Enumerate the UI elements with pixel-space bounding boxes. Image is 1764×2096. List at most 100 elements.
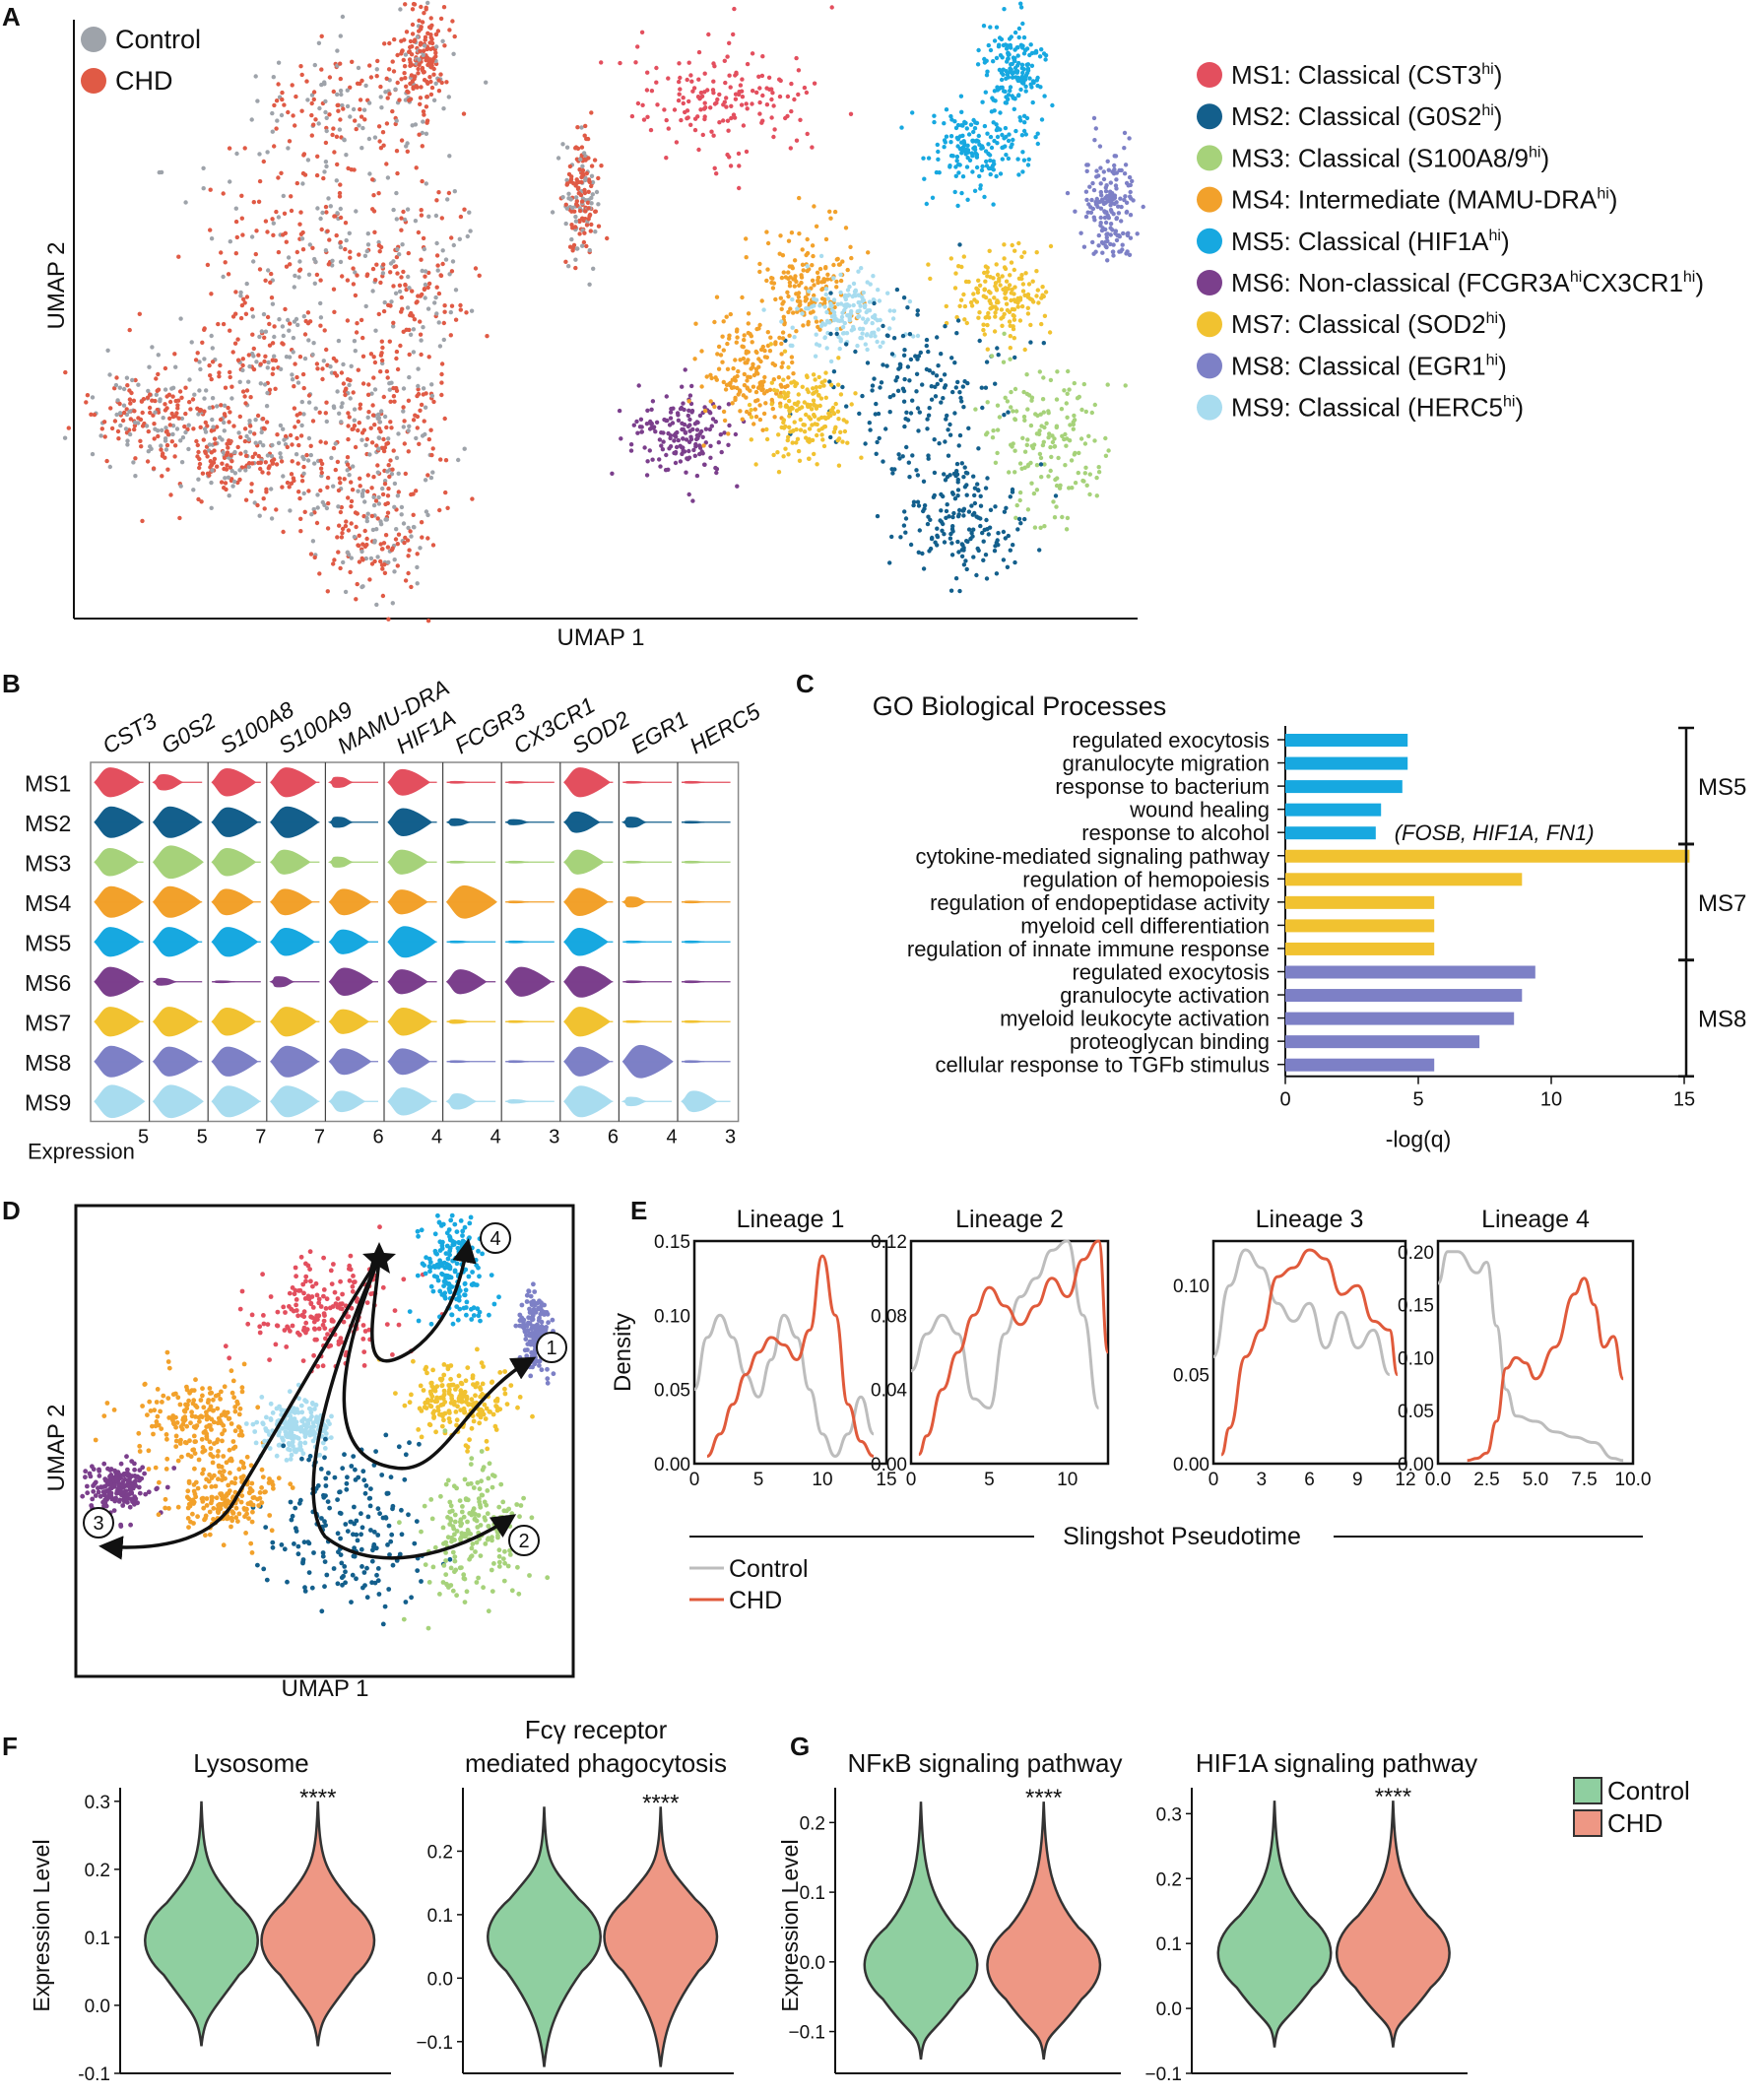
legend-swatch-ms8: [1197, 353, 1222, 379]
umap-point: [568, 197, 573, 202]
umap-cluster-point: [831, 297, 837, 302]
umap-point: [400, 49, 405, 54]
umap-point: [423, 405, 428, 410]
umap-cluster-point: [1048, 468, 1053, 474]
umap-cluster-point: [932, 437, 937, 442]
umap-point: [409, 584, 414, 590]
umap-cluster-point: [640, 102, 645, 108]
umap-cluster-point: [649, 89, 655, 94]
umap-cluster-point: [834, 327, 839, 332]
trajectory-point: [522, 1347, 528, 1353]
umap-point: [311, 97, 316, 102]
umap-cluster-point: [692, 127, 698, 133]
umap-point: [399, 138, 405, 143]
umap-cluster-point: [749, 408, 753, 413]
umap-point: [274, 209, 279, 215]
umap-point: [109, 426, 115, 431]
umap-cluster-point: [1022, 449, 1028, 454]
umap-point: [401, 425, 406, 429]
umap-point: [416, 71, 421, 76]
umap-point: [364, 248, 369, 254]
umap-point: [219, 250, 224, 255]
umap-cluster-point: [1060, 433, 1065, 438]
umap-cluster-point: [720, 334, 725, 339]
umap-cluster-point: [655, 102, 660, 107]
umap-point: [458, 307, 463, 312]
umap-cluster-point: [796, 392, 801, 397]
umap-cluster-point: [916, 503, 922, 508]
umap-point: [365, 242, 371, 247]
umap-point: [391, 394, 397, 399]
umap-cluster-point: [1037, 451, 1043, 457]
umap-cluster-point: [999, 316, 1004, 321]
umap-point: [295, 380, 301, 385]
umap-point: [375, 470, 380, 475]
umap-point: [128, 417, 133, 422]
umap-point: [253, 418, 258, 423]
legend-text-part: MS4: Intermediate (MAMU-DRA: [1231, 185, 1598, 215]
umap-point: [360, 542, 365, 547]
umap-point: [465, 233, 470, 239]
umap-cluster-point: [725, 341, 730, 347]
umap-point: [344, 519, 349, 524]
umap-cluster-point: [1020, 70, 1025, 76]
umap-cluster-point: [760, 93, 765, 98]
umap-cluster-point: [1005, 399, 1011, 404]
umap-cluster-point: [1020, 289, 1026, 294]
umap-cluster-point: [1066, 368, 1071, 374]
umap-point: [302, 332, 308, 337]
umap-cluster-point: [956, 170, 961, 175]
umap-point: [312, 461, 317, 466]
umap-point: [416, 383, 421, 389]
umap-point: [414, 489, 419, 493]
umap-point: [264, 490, 269, 494]
umap-point: [318, 323, 323, 328]
trajectory-point: [525, 1328, 531, 1334]
umap-cluster-point: [962, 143, 967, 148]
umap-point: [387, 474, 392, 480]
umap-cluster-point: [686, 60, 691, 65]
trajectory-point: [350, 1283, 356, 1289]
trajectory-point: [445, 1256, 451, 1262]
umap-point: [366, 100, 372, 105]
umap-point: [388, 399, 393, 404]
umap-cluster-point: [745, 409, 750, 415]
gene-label: CST3: [98, 707, 162, 758]
umap-cluster-point: [1003, 286, 1009, 291]
umap-point: [202, 396, 207, 401]
umap-point: [262, 382, 268, 387]
umap-point: [145, 395, 151, 400]
umap-point: [183, 429, 188, 435]
umap-cluster-point: [983, 486, 989, 491]
umap-point: [422, 246, 426, 252]
umap-point: [157, 169, 162, 175]
umap-cluster-point: [972, 510, 977, 516]
umap-point: [346, 411, 351, 416]
umap-cluster-point: [737, 164, 742, 168]
umap-cluster-point: [844, 420, 849, 425]
umap-point: [324, 400, 329, 405]
umap-point: [394, 388, 400, 393]
legend-swatch-ms1: [1197, 62, 1222, 88]
gene-max-expression: 5: [197, 1127, 208, 1148]
umap-point: [115, 398, 120, 403]
umap-point: [165, 467, 170, 472]
cluster-label: MS5: [25, 930, 71, 955]
umap-cluster-point: [719, 449, 724, 455]
umap-point: [402, 64, 408, 69]
umap-point: [354, 126, 359, 132]
umap-cluster-point: [966, 509, 972, 514]
umap-point: [283, 306, 288, 312]
umap-point: [322, 328, 327, 333]
umap-cluster-point: [993, 284, 998, 289]
trajectory-point: [309, 1294, 315, 1299]
umap-point: [385, 510, 391, 515]
umap-cluster-point: [769, 276, 774, 281]
umap-cluster-point: [1016, 172, 1021, 177]
umap-point: [418, 546, 423, 551]
umap-cluster-point: [947, 514, 951, 519]
umap-point: [281, 232, 286, 237]
umap-point: [417, 57, 422, 62]
umap-cluster-point: [1011, 326, 1016, 332]
umap-point: [271, 75, 276, 80]
